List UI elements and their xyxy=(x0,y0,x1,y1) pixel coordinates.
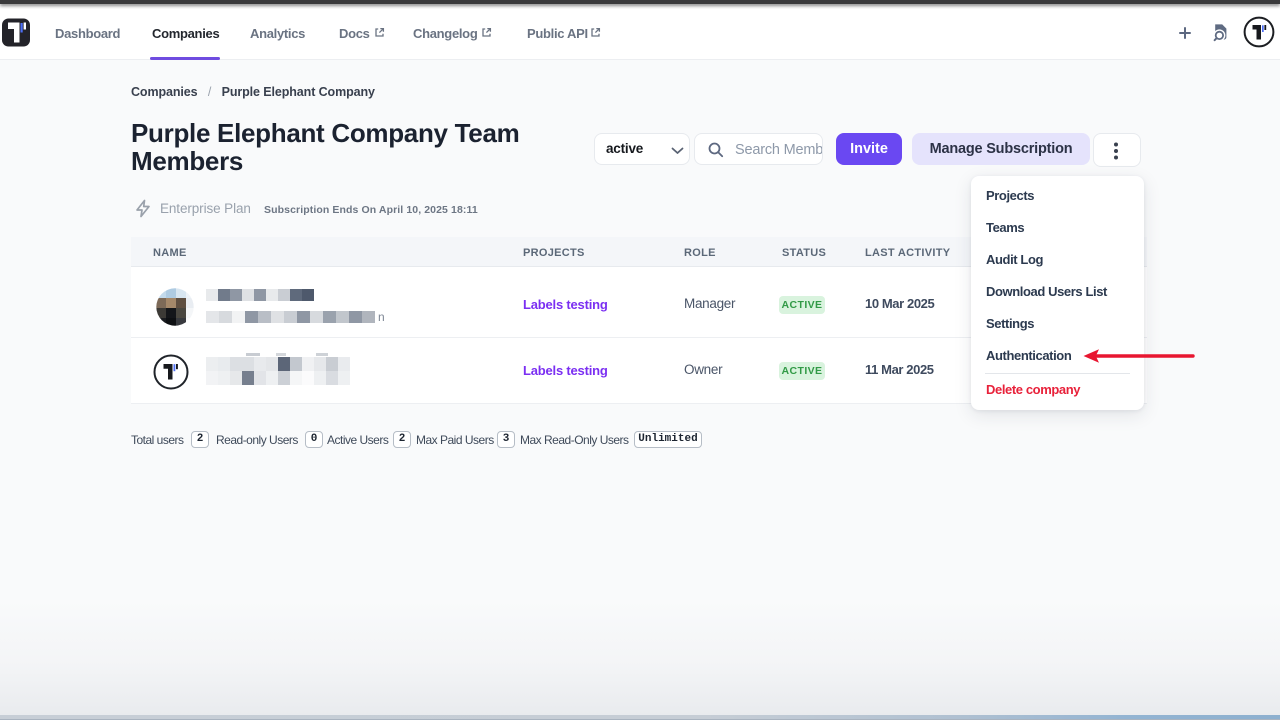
svg-text:n: n xyxy=(378,310,385,324)
